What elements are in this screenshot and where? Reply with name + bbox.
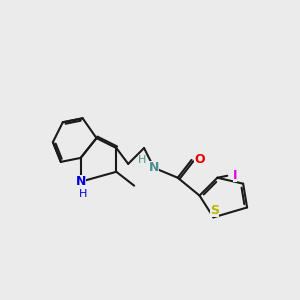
Text: O: O bbox=[194, 153, 205, 167]
Text: H: H bbox=[78, 189, 87, 199]
Text: N: N bbox=[149, 161, 159, 174]
Text: I: I bbox=[233, 169, 238, 182]
Text: S: S bbox=[210, 204, 219, 217]
Text: N: N bbox=[76, 175, 86, 188]
Text: H: H bbox=[138, 155, 146, 165]
